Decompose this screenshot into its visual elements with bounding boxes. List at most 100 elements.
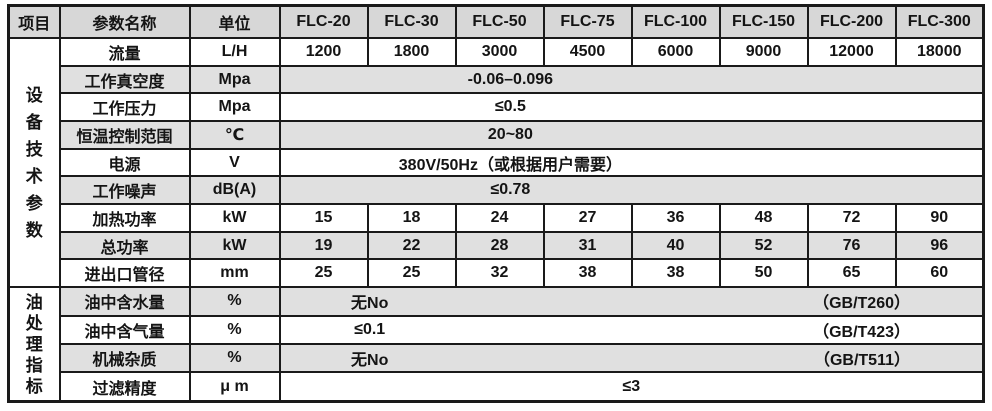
value-cell: 1800: [366, 37, 457, 67]
value-cell: 19: [278, 230, 369, 261]
merged-value-cell: 无No （GB/T260）: [278, 286, 985, 317]
unit-cell: L/H: [188, 37, 281, 67]
row-label: 油中含气量: [58, 314, 191, 345]
merged-value-cell: -0.06–0.096: [278, 64, 985, 95]
standard-ref: （GB/T511）: [813, 352, 910, 370]
table-row: 机械杂质 % 无No （GB/T511）: [9, 342, 985, 374]
value-cell: 72: [806, 203, 897, 233]
value-cell: 32: [454, 258, 545, 289]
value-cell: 4500: [542, 37, 633, 67]
value-cell: 96: [894, 230, 985, 261]
value-cell: 60: [894, 258, 985, 289]
value-cell: 27: [542, 203, 633, 233]
value-cell: 28: [454, 230, 545, 261]
value-cell: 1200: [278, 37, 369, 67]
value-cell: 38: [630, 258, 721, 289]
header-row: 项目 参数名称 单位 FLC-20 FLC-30 FLC-50 FLC-75 F…: [7, 4, 985, 39]
unit-cell: mm: [188, 258, 281, 289]
header-cell-model: FLC-75: [542, 4, 633, 39]
value-cell: 24: [454, 203, 545, 233]
header-cell-model: FLC-300: [894, 4, 985, 39]
value-cell: 3000: [454, 37, 545, 67]
header-cell-model: FLC-200: [806, 4, 897, 39]
row-label: 电源: [58, 147, 191, 178]
value-cell: 48: [718, 203, 809, 233]
unit-cell: μ m: [188, 371, 281, 403]
unit-cell: V: [188, 147, 281, 178]
value-cell: 50: [718, 258, 809, 289]
value-cell: 76: [806, 230, 897, 261]
value-cell: 52: [718, 230, 809, 261]
header-cell-model: FLC-50: [454, 4, 545, 39]
table-row: 油处理指标 油中含水量 % 无No （GB/T260）: [7, 286, 985, 403]
merged-value-cell: 380V/50Hz（或根据用户需要）: [278, 147, 985, 178]
value-cell: 38: [542, 258, 633, 289]
value-cell: 40: [630, 230, 721, 261]
unit-cell: %: [188, 286, 281, 317]
value-cell: 22: [366, 230, 457, 261]
table-row: 恒温控制范围 ℃ 20~80: [9, 120, 985, 150]
merged-value-cell: ≤0.5: [278, 92, 985, 123]
spec-table: 项目 参数名称 单位 FLC-20 FLC-30 FLC-50 FLC-75 F…: [7, 4, 985, 403]
merged-value-cell: ≤0.78: [278, 175, 985, 206]
value-cell: 6000: [630, 37, 721, 67]
row-label: 机械杂质: [58, 342, 191, 374]
value-cell: 12000: [806, 37, 897, 67]
value-cell: 36: [630, 203, 721, 233]
unit-cell: dB(A): [188, 175, 281, 206]
table-row: 过滤精度 μ m ≤3: [9, 371, 985, 403]
header-cell-unit: 单位: [188, 4, 281, 39]
table-row: 工作压力 Mpa ≤0.5: [9, 92, 985, 123]
header-cell-model: FLC-20: [278, 4, 369, 39]
row-label: 流量: [58, 37, 191, 67]
header-cell-param-name: 参数名称: [58, 4, 191, 39]
unit-cell: kW: [188, 230, 281, 261]
value-cell: 9000: [718, 37, 809, 67]
table-row: 电源 V 380V/50Hz（或根据用户需要）: [9, 147, 985, 178]
table-row: 工作真空度 Mpa -0.06–0.096: [9, 64, 985, 95]
merged-value-cell: 20~80: [278, 120, 985, 150]
header-cell-model: FLC-100: [630, 4, 721, 39]
value-cell: 15: [278, 203, 369, 233]
standard-ref: （GB/T423）: [813, 323, 910, 341]
row-label: 油中含水量: [58, 286, 191, 317]
table-row: 加热功率 kW 15 18 24 27 36 48 72 90: [9, 203, 985, 233]
table-row: 总功率 kW 19 22 28 31 40 52 76 96: [9, 230, 985, 261]
merged-value: 无No: [351, 295, 389, 313]
table-row: 进出口管径 mm 25 25 32 38 38 50 65 60: [9, 258, 985, 289]
row-label: 总功率: [58, 230, 191, 261]
unit-cell: %: [188, 314, 281, 345]
merged-value-cell: ≤0.1 （GB/T423）: [278, 314, 985, 345]
group-label-text: 油处理指标: [25, 292, 43, 396]
table-row: 油中含气量 % ≤0.1 （GB/T423）: [9, 314, 985, 345]
group-label-oil-treatment: 油处理指标: [7, 286, 61, 403]
unit-cell: kW: [188, 203, 281, 233]
value-cell: 31: [542, 230, 633, 261]
value-cell: 25: [278, 258, 369, 289]
row-label: 加热功率: [58, 203, 191, 233]
row-label: 过滤精度: [58, 371, 191, 403]
unit-cell: ℃: [188, 120, 281, 150]
unit-cell: %: [188, 342, 281, 374]
standard-ref: （GB/T260）: [813, 295, 910, 313]
table-row: 设备技术参数 流量 L/H 1200 1800 3000 4500 6000 9…: [7, 36, 985, 289]
row-label: 工作真空度: [58, 64, 191, 95]
unit-cell: Mpa: [188, 64, 281, 95]
unit-cell: Mpa: [188, 92, 281, 123]
value-cell: 18000: [894, 37, 985, 67]
value-cell: 25: [366, 258, 457, 289]
group-label-text: 设备技术参数: [25, 85, 43, 240]
group-label-device-tech-params: 设备技术参数: [7, 36, 61, 289]
value-cell: 90: [894, 203, 985, 233]
row-label: 进出口管径: [58, 258, 191, 289]
table-row: 工作噪声 dB(A) ≤0.78: [9, 175, 985, 206]
header-cell-item: 项目: [7, 4, 61, 39]
row-label: 工作压力: [58, 92, 191, 123]
merged-value-cell: 无No （GB/T511）: [278, 342, 985, 374]
merged-value: 无No: [351, 352, 389, 370]
value-cell: 65: [806, 258, 897, 289]
row-label: 恒温控制范围: [58, 120, 191, 150]
merged-value-cell: ≤3: [278, 371, 985, 403]
merged-value: ≤0.1: [354, 320, 386, 338]
row-label: 工作噪声: [58, 175, 191, 206]
